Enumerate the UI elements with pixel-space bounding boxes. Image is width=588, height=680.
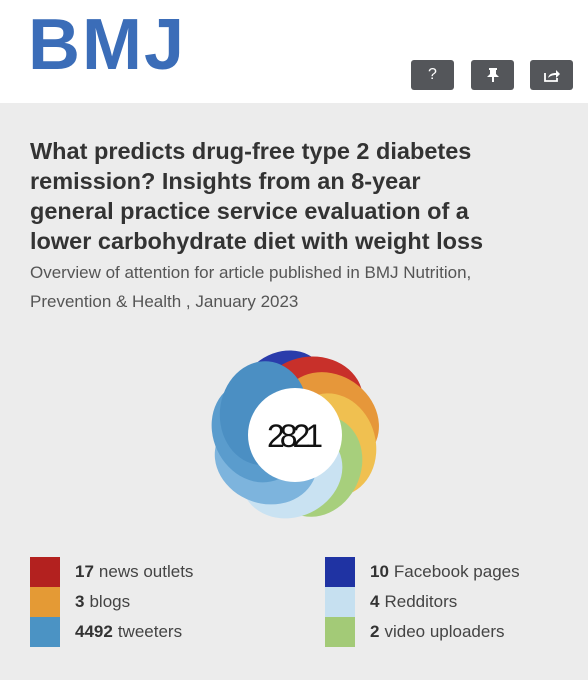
- source-label: news outlets: [98, 562, 194, 581]
- legend-swatch: [325, 557, 355, 587]
- legend-item: 10 Facebook pages: [325, 557, 520, 587]
- source-count: 10: [370, 562, 389, 581]
- article-title: What predicts drug-free type 2 diabetes r…: [30, 136, 483, 256]
- help-button[interactable]: ?: [411, 60, 454, 90]
- legend-swatch: [30, 557, 60, 587]
- pin-button[interactable]: [471, 60, 514, 90]
- source-label: tweeters: [117, 622, 183, 641]
- source-label: Facebook pages: [393, 562, 520, 581]
- source-label: Redditors: [384, 592, 458, 611]
- article-subtitle: Overview of attention for article publis…: [30, 258, 471, 316]
- legend-swatch: [30, 617, 60, 647]
- attention-donut: 2821: [211, 350, 379, 519]
- source-label: video uploaders: [384, 622, 505, 641]
- score: 2821: [267, 418, 323, 454]
- share-button[interactable]: [530, 60, 573, 90]
- source-count: 17: [75, 562, 94, 581]
- source-label: blogs: [89, 592, 131, 611]
- legend-swatch: [325, 617, 355, 647]
- source-count: 3: [75, 592, 85, 611]
- legend-swatch: [30, 587, 60, 617]
- legend-swatch: [325, 587, 355, 617]
- title-line: remission? Insights from an 8-year: [30, 168, 421, 194]
- pin-icon: [486, 68, 499, 82]
- legend-item: 3 blogs: [30, 587, 130, 617]
- subtitle-line: Overview of attention for article publis…: [30, 263, 472, 282]
- title-line: general practice service evaluation of a: [30, 198, 469, 224]
- source-count: 2: [370, 622, 380, 641]
- share-icon: [543, 70, 560, 82]
- subtitle-line: Prevention & Health , January 2023: [30, 292, 299, 311]
- title-line: lower carbohydrate diet with weight loss: [30, 228, 484, 254]
- source-count: 4: [370, 592, 380, 611]
- legend-item: 17 news outlets: [30, 557, 193, 587]
- source-count: 4492: [75, 622, 113, 641]
- title-line: What predicts drug-free type 2 diabetes: [30, 138, 472, 164]
- legend-item: 2 video uploaders: [325, 617, 505, 647]
- header: BMJ ?: [0, 0, 588, 103]
- logo: BMJ: [28, 5, 187, 85]
- legend-item: 4492 tweeters: [30, 617, 182, 647]
- legend-item: 4 Redditors: [325, 587, 457, 617]
- donut-center: [248, 388, 342, 482]
